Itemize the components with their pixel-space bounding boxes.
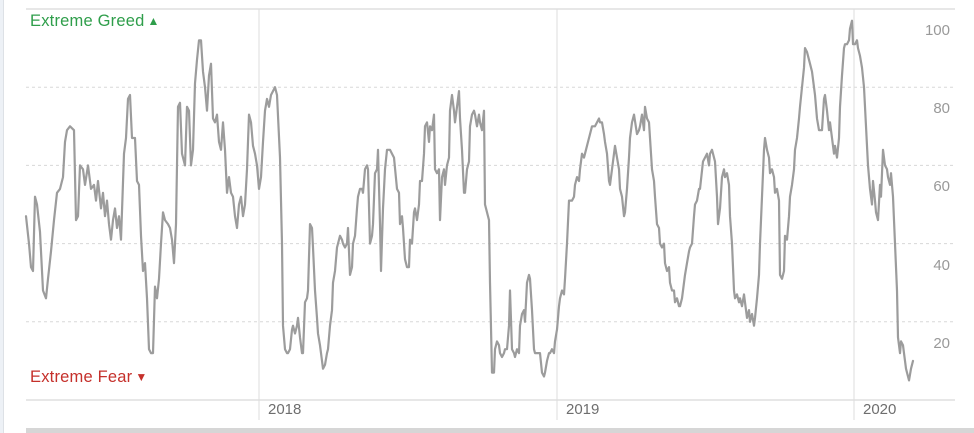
y-tick-label-40: 40 [933,257,950,274]
x-tick-label-2018[interactable]: 2018 [268,401,302,418]
x-tick-label-2020[interactable]: 2020 [863,401,897,418]
navigator-scrollbar[interactable] [26,428,974,433]
extreme-greed-text: Extreme Greed [30,12,145,30]
extreme-greed-annotation: Extreme Greed ▲ [30,12,160,31]
x-tick-label-2019[interactable]: 2019 [566,401,600,418]
index-series-line[interactable] [24,19,915,382]
index-series[interactable] [24,19,915,382]
y-tick-label-60: 60 [933,178,950,195]
y-tick-label-20: 20 [933,335,950,352]
up-arrow-icon: ▲ [147,14,160,28]
page-left-edge [0,0,4,433]
y-tick-label-100: 100 [924,22,950,39]
y-tick-label-80: 80 [933,100,950,117]
extreme-fear-annotation: Extreme Fear ▼ [30,368,147,387]
down-arrow-icon: ▼ [135,370,148,384]
extreme-fear-text: Extreme Fear [30,368,133,386]
